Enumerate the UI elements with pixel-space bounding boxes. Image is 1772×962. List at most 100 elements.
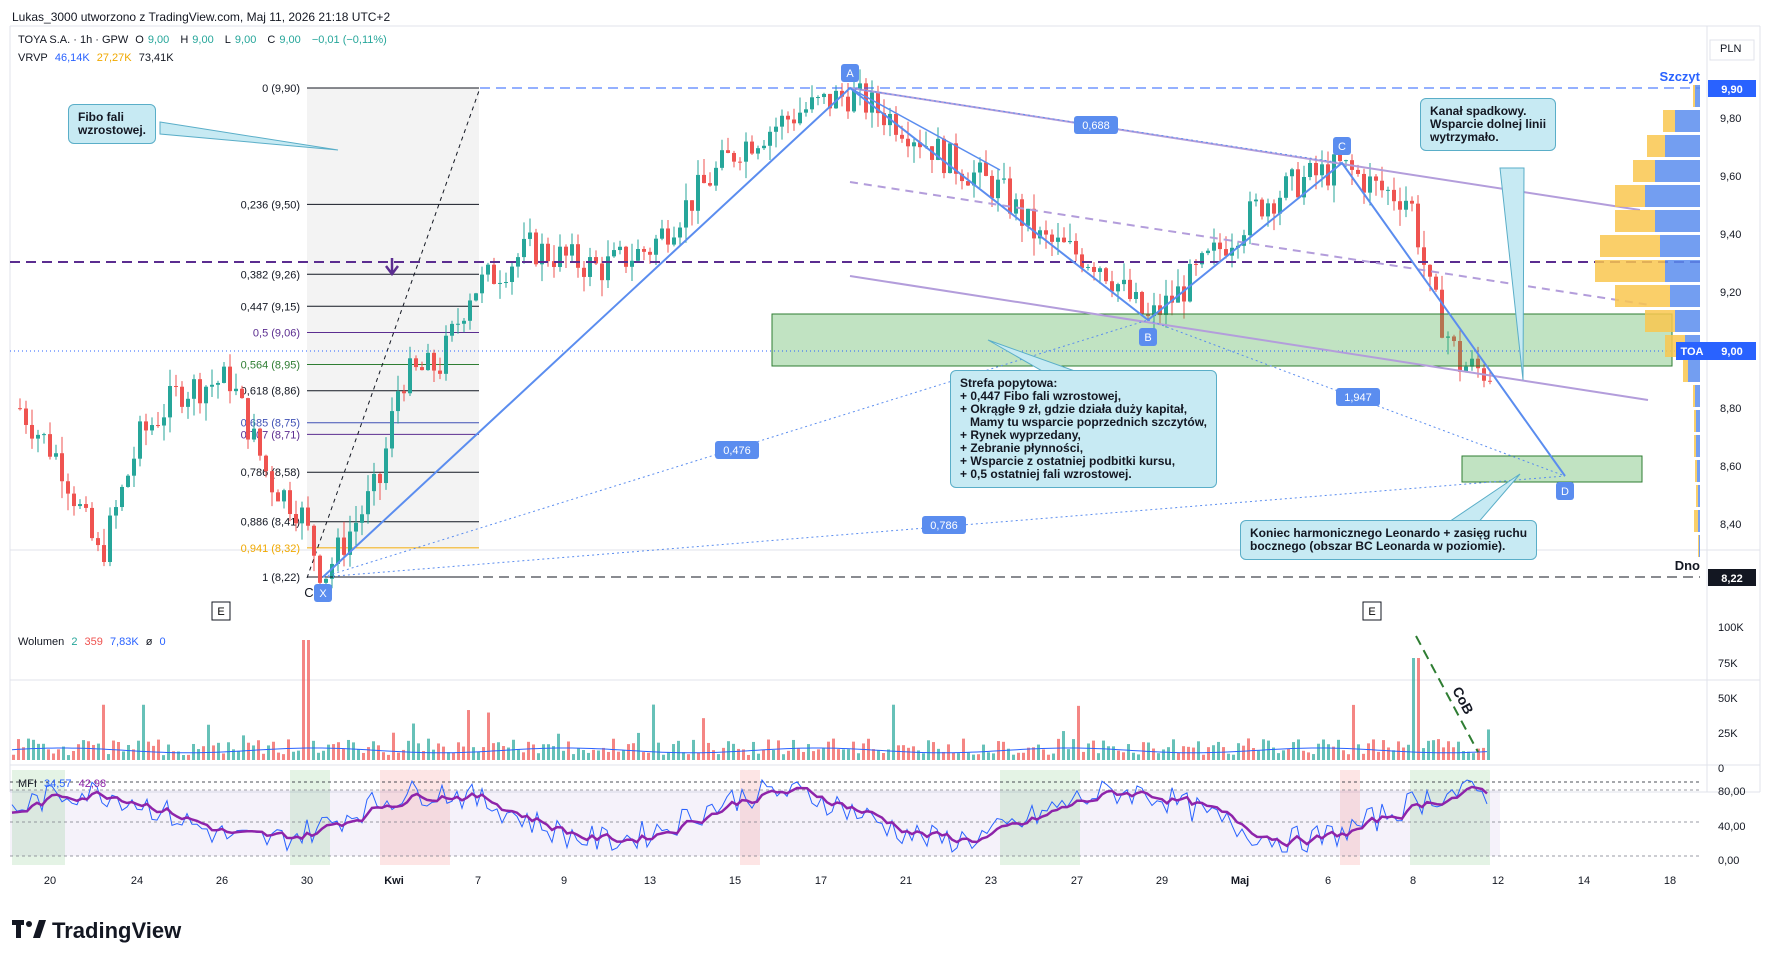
candle-body: [1104, 268, 1108, 282]
volume-bar: [657, 742, 660, 760]
channel-lower: [849, 275, 1649, 401]
volume-bar: [897, 745, 900, 760]
vrvp-v1: 46,14K: [54, 52, 90, 64]
mfi-pane[interactable]: 80,00 40,00 0,00: [10, 770, 1746, 867]
volume-legend[interactable]: Wolumen 2 359 7,83K ø 0: [18, 636, 166, 648]
open-label: O 9,00: [135, 34, 170, 46]
earnings-marker-2[interactable]: E: [1368, 606, 1375, 618]
volume-bar: [1027, 747, 1030, 760]
candle-body: [1404, 200, 1408, 210]
candle-body: [108, 515, 112, 562]
volume-bar: [1452, 747, 1455, 760]
candle-body: [48, 434, 52, 457]
volume-bar: [1177, 752, 1180, 760]
candle-body: [1260, 199, 1264, 217]
harmonic-pattern[interactable]: [322, 86, 1566, 578]
volume-bar: [587, 752, 590, 760]
time-tick: 21: [900, 875, 912, 887]
candle-body: [1056, 237, 1060, 242]
volume-bar: [1292, 742, 1295, 760]
earnings-marker-1[interactable]: E: [217, 606, 224, 618]
candle-body: [1452, 336, 1456, 342]
candle-body: [978, 162, 982, 173]
vp-bar-down: [1696, 485, 1698, 507]
candle-body: [1488, 380, 1492, 382]
candle-body: [1356, 169, 1360, 174]
candle-body: [996, 179, 1000, 199]
volume-bar: [982, 744, 985, 760]
volume-bar: [147, 741, 150, 760]
volume-bar: [1117, 750, 1120, 760]
point-o-label: C: [304, 585, 313, 600]
target-zone[interactable]: [1461, 455, 1643, 483]
volume-bar: [807, 744, 810, 760]
volume-bar: [187, 754, 190, 760]
volume-bar: [667, 751, 670, 760]
demand-callout[interactable]: Strefa popytowa: + 0,447 Fibo fali wzros…: [950, 370, 1217, 488]
mfi-legend[interactable]: MFI 34,57 42,98: [18, 778, 107, 790]
candle-body: [402, 391, 406, 394]
leonardo-callout[interactable]: Koniec harmonicznego Leonardo + zasięg r…: [1240, 520, 1538, 560]
volume-pane[interactable]: 100K 75K 50K 25K 0 CoB: [11, 622, 1744, 775]
candle-body: [378, 473, 382, 484]
fibo-callout-pointer: [159, 121, 339, 151]
volume-bar: [777, 740, 780, 760]
time-tick: 9: [561, 875, 567, 887]
volume-bar: [1247, 738, 1250, 760]
demand-zone[interactable]: [771, 313, 1673, 367]
volume-bar: [492, 743, 495, 760]
candle-body: [426, 352, 430, 371]
candle-body: [414, 358, 418, 368]
time-tick: 17: [815, 875, 827, 887]
volume-bar: [92, 744, 95, 760]
volume-bar: [307, 640, 310, 760]
mfi-tick-40: 40,00: [1718, 821, 1746, 833]
candle-body: [162, 417, 166, 426]
candle-body: [816, 97, 820, 99]
candle-body: [1368, 176, 1372, 193]
vrvp-legend[interactable]: VRVP 46,14K 27,27K 73,41K: [18, 52, 178, 64]
vp-bar-down: [1595, 260, 1665, 282]
chart-canvas[interactable]: 0 (9,90) 0,236 (9,50) 0,382 (9,26) 0,447 (9…: [0, 0, 1772, 910]
volume-bar: [1132, 752, 1135, 760]
tradingview-logo[interactable]: TradingView: [12, 918, 181, 944]
candle-body: [450, 323, 454, 336]
symbol-legend[interactable]: TOYA S.A. · 1h · GPW O 9,00 H 9,00 L 9,00 C…: [18, 34, 391, 46]
volume-bar: [1317, 743, 1320, 760]
candle-body: [1218, 242, 1222, 250]
fibo-level-label: 0,382 (9,26): [241, 269, 300, 281]
vp-bar-down: [1615, 185, 1645, 207]
time-tick: 20: [44, 875, 56, 887]
volume-bar: [57, 749, 60, 760]
candle-body: [150, 425, 154, 431]
volume-bar: [12, 754, 15, 760]
candle-body: [90, 507, 94, 539]
candle-body: [1128, 279, 1132, 299]
volume-bar: [1417, 658, 1420, 760]
volume-bar: [222, 753, 225, 760]
volume-bar: [532, 744, 535, 760]
candle-body: [726, 150, 730, 153]
fibo-callout[interactable]: Fibo fali wzrostowej.: [68, 104, 157, 144]
vp-bar-up: [1688, 360, 1700, 382]
volume-bar: [1082, 751, 1085, 760]
volume-bar: [387, 754, 390, 760]
volume-bar: [622, 750, 625, 760]
time-tick: 15: [729, 875, 741, 887]
volume-bar: [507, 747, 510, 760]
candle-body: [576, 244, 580, 268]
candle-body: [1470, 358, 1474, 367]
volume-bar: [1422, 748, 1425, 760]
candle-body: [606, 256, 610, 281]
volume-bar: [197, 749, 200, 760]
volume-bar: [247, 742, 250, 760]
volume-bar: [527, 741, 530, 760]
volume-bar: [1367, 743, 1370, 760]
candle-body: [684, 200, 688, 228]
candle-body: [918, 142, 922, 148]
candle-body: [618, 246, 622, 251]
candle-body: [336, 537, 340, 564]
channel-callout[interactable]: Kanał spadkowy. Wsparcie dolnej linii wy…: [1420, 98, 1557, 151]
cob-label: CoB: [1449, 684, 1477, 717]
volume-bar: [332, 744, 335, 760]
